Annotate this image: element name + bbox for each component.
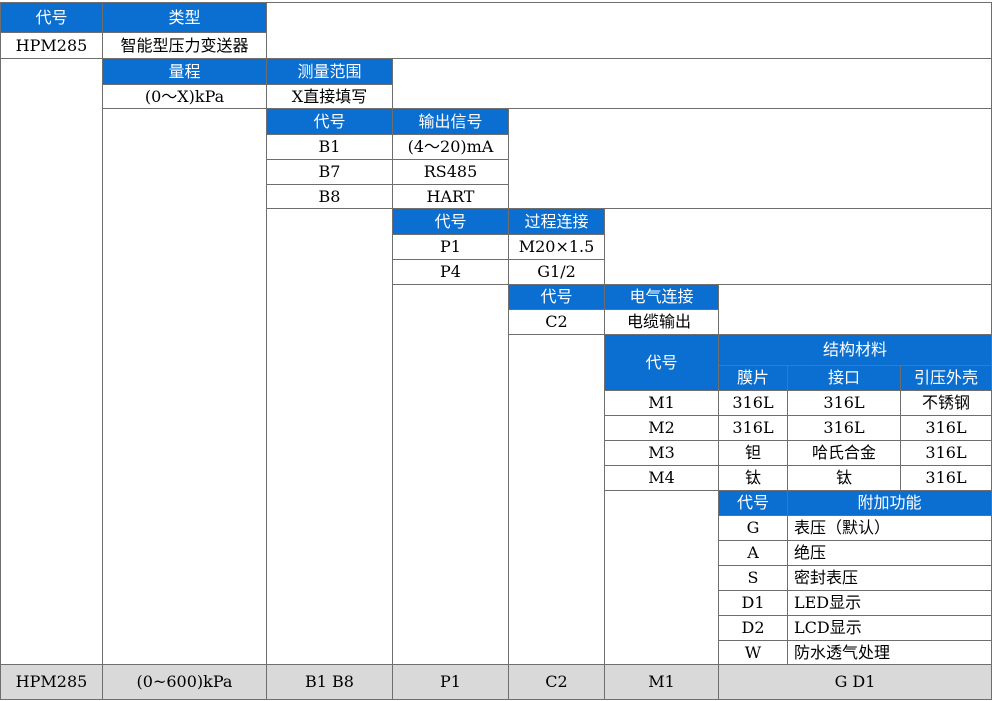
diaphragm-value: 316L <box>718 390 788 416</box>
material-code: M2 <box>604 415 719 441</box>
process-code-header: 代号 <box>392 208 509 235</box>
diaphragm-header: 膜片 <box>718 365 788 391</box>
function-value: LCD显示 <box>787 615 992 641</box>
example-function: G D1 <box>718 664 992 700</box>
electrical-code: C2 <box>508 309 605 335</box>
example-type: HPM285 <box>0 664 103 700</box>
column-filler <box>102 108 267 665</box>
example-signal: B1 B8 <box>266 664 393 700</box>
blank-area <box>392 58 992 109</box>
type-code-header: 代号 <box>0 2 103 33</box>
signal-code: B7 <box>266 159 393 185</box>
interface-value: 316L <box>787 390 901 416</box>
type-header: 类型 <box>102 2 267 33</box>
function-code: D2 <box>718 615 788 641</box>
housing-value: 不锈钢 <box>900 390 992 416</box>
electrical-value: 电缆输出 <box>604 309 719 335</box>
column-filler <box>392 284 509 665</box>
example-material: M1 <box>604 664 719 700</box>
range-value: (0～X)kPa <box>102 84 267 109</box>
signal-code: B1 <box>266 134 393 160</box>
type-value: 智能型压力变送器 <box>102 32 267 59</box>
function-code: G <box>718 515 788 541</box>
interface-value: 316L <box>787 415 901 441</box>
measure-range-header: 测量范围 <box>266 58 393 85</box>
column-filler <box>604 490 719 665</box>
interface-header: 接口 <box>787 365 901 391</box>
column-filler <box>0 58 103 665</box>
diaphragm-value: 钛 <box>718 465 788 491</box>
process-code: P1 <box>392 234 509 260</box>
material-code: M1 <box>604 390 719 416</box>
diaphragm-value: 钽 <box>718 440 788 466</box>
blank-area <box>266 2 992 59</box>
column-filler <box>508 334 605 665</box>
interface-value: 哈氏合金 <box>787 440 901 466</box>
signal-value: RS485 <box>392 159 509 185</box>
process-header: 过程连接 <box>508 208 605 235</box>
function-code: W <box>718 640 788 665</box>
function-code-header: 代号 <box>718 490 788 516</box>
column-filler <box>266 208 393 665</box>
type-code-value: HPM285 <box>0 32 103 59</box>
housing-value: 316L <box>900 440 992 466</box>
blank-area <box>508 108 992 209</box>
function-header: 附加功能 <box>787 490 992 516</box>
material-code-header: 代号 <box>604 334 719 391</box>
function-value: LED显示 <box>787 590 992 616</box>
material-code: M3 <box>604 440 719 466</box>
housing-value: 316L <box>900 415 992 441</box>
function-value: 绝压 <box>787 540 992 566</box>
blank-area <box>718 284 992 335</box>
material-code: M4 <box>604 465 719 491</box>
signal-value: (4～20)mA <box>392 134 509 160</box>
function-code: S <box>718 565 788 591</box>
example-range: (0~600)kPa <box>102 664 267 700</box>
example-electrical: C2 <box>508 664 605 700</box>
electrical-code-header: 代号 <box>508 284 605 310</box>
process-value: M20×1.5 <box>508 234 605 260</box>
function-code: D1 <box>718 590 788 616</box>
housing-value: 316L <box>900 465 992 491</box>
signal-code-header: 代号 <box>266 108 393 135</box>
process-value: G1/2 <box>508 259 605 285</box>
interface-value: 钛 <box>787 465 901 491</box>
diaphragm-value: 316L <box>718 415 788 441</box>
function-value: 防水透气处理 <box>787 640 992 665</box>
signal-code: B8 <box>266 184 393 209</box>
housing-header: 引压外壳 <box>900 365 992 391</box>
range-header: 量程 <box>102 58 267 85</box>
signal-value: HART <box>392 184 509 209</box>
process-code: P4 <box>392 259 509 285</box>
signal-header: 输出信号 <box>392 108 509 135</box>
measure-range-value: X直接填写 <box>266 84 393 109</box>
function-code: A <box>718 540 788 566</box>
example-process: P1 <box>392 664 509 700</box>
function-value: 表压（默认） <box>787 515 992 541</box>
function-value: 密封表压 <box>787 565 992 591</box>
electrical-header: 电气连接 <box>604 284 719 310</box>
blank-area <box>604 208 992 285</box>
material-group-header: 结构材料 <box>718 334 992 366</box>
